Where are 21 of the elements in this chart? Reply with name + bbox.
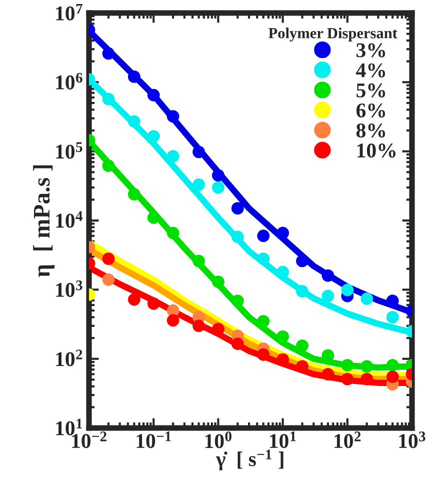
y-tick-label: 10$^{4}$ xyxy=(56,211,83,228)
y-tick-label: 10$^{6}$ xyxy=(56,72,82,90)
y-tick-label: 10$^{2}$ xyxy=(56,350,82,366)
x-tick-label: 10$^{−1}$ xyxy=(136,432,171,448)
legend-label: 6% xyxy=(356,103,386,118)
legend-label: 8% xyxy=(356,124,386,138)
legend-label: 10% xyxy=(357,144,396,158)
x-axis-title: γ̇ [ s$^{−1}$ ] xyxy=(216,450,284,470)
x-tick-label: 10$^{1}$ xyxy=(270,432,296,448)
y-tick-label: 10$^{5}$ xyxy=(56,142,82,159)
x-tick-label: 10$^{0}$ xyxy=(205,432,232,448)
y-axis-title: η [ mPa.s ] xyxy=(33,165,54,278)
legend-label: 4% xyxy=(356,63,386,78)
legend-title: Polymer Dispersant xyxy=(268,28,398,42)
legend-label: 3% xyxy=(356,43,386,58)
y-tick-label: 10$^{3}$ xyxy=(56,280,82,297)
x-tick-label: 10$^{2}$ xyxy=(334,432,361,448)
y-tick-label: 10$^{7}$ xyxy=(56,4,82,20)
x-tick-label: 10$^{3}$ xyxy=(399,432,426,448)
legend-label: 5% xyxy=(356,83,386,98)
y-tick-label: 10$^{1}$ xyxy=(56,418,82,436)
